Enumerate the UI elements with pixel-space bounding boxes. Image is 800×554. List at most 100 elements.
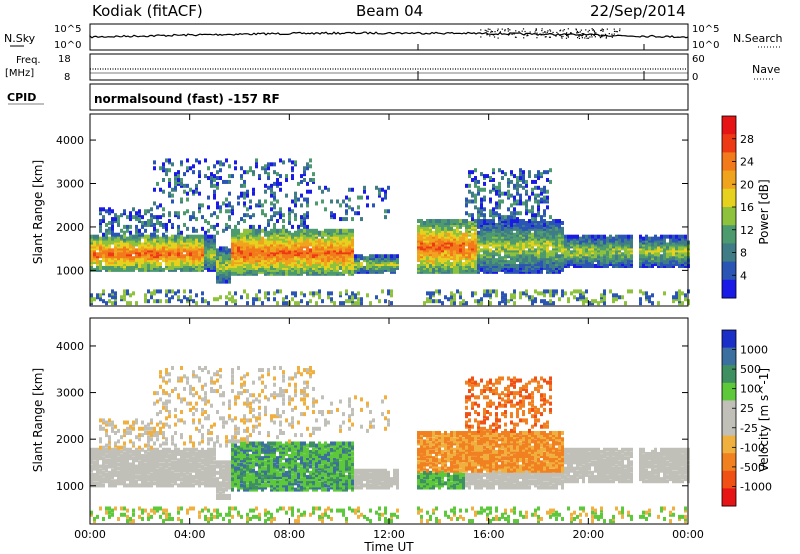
range-cell: [240, 242, 243, 247]
range-cell: [99, 418, 102, 423]
range-cell: [108, 422, 111, 427]
range-cell: [612, 297, 615, 302]
range-cell: [159, 299, 162, 304]
range-cell: [282, 297, 285, 302]
range-cell: [159, 215, 162, 220]
range-cell: [231, 228, 234, 233]
range-cell: [291, 258, 294, 263]
range-cell: [261, 267, 264, 272]
range-cell: [558, 262, 561, 267]
range-cell: [99, 479, 102, 484]
range-cell: [153, 299, 156, 304]
range-cell: [513, 226, 516, 231]
range-cell: [132, 466, 135, 471]
range-cell: [126, 430, 129, 435]
range-cell: [297, 181, 300, 186]
range-cell: [531, 295, 534, 300]
range-cell: [270, 215, 273, 220]
nave-tick-bottom: 0: [692, 72, 698, 83]
range-cell: [474, 193, 477, 198]
range-cell: [528, 295, 531, 300]
nsearch-point: [508, 34, 510, 36]
range-cell: [354, 269, 357, 274]
range-cell: [684, 297, 687, 302]
range-cell: [330, 228, 333, 233]
range-cell: [363, 185, 366, 190]
range-cell: [384, 193, 387, 198]
range-cell: [129, 217, 132, 222]
range-cell: [501, 176, 504, 181]
range-cell: [111, 248, 114, 253]
range-cell: [219, 168, 222, 173]
colorbar-segment: [722, 170, 736, 190]
range-cell: [123, 460, 126, 465]
nsearch-point: [522, 28, 525, 30]
range-cell: [153, 201, 156, 206]
range-cell: [366, 195, 369, 200]
range-cell: [384, 209, 387, 214]
range-cell: [159, 289, 162, 294]
range-cell: [252, 170, 255, 175]
range-cell: [456, 246, 459, 251]
range-cell: [651, 236, 654, 241]
range-cell: [243, 246, 246, 251]
range-cell: [534, 174, 537, 179]
range-cell: [510, 215, 513, 220]
range-cell: [543, 195, 546, 200]
y-tick-label: 4000: [56, 134, 84, 147]
range-cell: [594, 299, 597, 304]
range-cell: [264, 199, 267, 204]
range-cell: [102, 420, 105, 425]
range-cell: [99, 454, 102, 459]
range-cell: [537, 170, 540, 175]
range-cell: [138, 462, 141, 467]
range-cell: [378, 254, 381, 259]
range-cell: [246, 301, 249, 306]
range-cell: [135, 420, 138, 425]
range-cell: [324, 207, 327, 212]
range-cell: [522, 174, 525, 179]
range-cell: [492, 289, 495, 294]
range-cell: [261, 252, 264, 257]
range-cell: [117, 428, 120, 433]
range-cell: [537, 185, 540, 190]
range-cell: [678, 234, 681, 239]
range-cell: [180, 160, 183, 165]
y-tick-label: 1000: [56, 264, 84, 277]
range-cell: [471, 254, 474, 259]
range-cell: [108, 230, 111, 235]
range-cell: [210, 260, 213, 265]
range-cell: [216, 260, 219, 265]
range-cell: [162, 258, 165, 263]
range-cell: [594, 234, 597, 239]
range-cell: [300, 236, 303, 241]
range-cell: [663, 238, 666, 243]
range-cell: [471, 191, 474, 196]
range-cell: [609, 234, 612, 239]
nsearch-point: [540, 34, 542, 36]
range-cell: [108, 435, 111, 440]
range-cell: [138, 460, 141, 465]
range-cell: [111, 460, 114, 465]
range-cell: [108, 481, 111, 486]
range-cell: [156, 254, 159, 259]
range-cell: [90, 510, 93, 515]
range-cell: [471, 291, 474, 296]
range-cell: [585, 234, 588, 239]
range-cell: [450, 252, 453, 257]
range-cell: [459, 291, 462, 296]
range-cell: [381, 187, 384, 192]
noise-panel: N.Sky 10^5 10^0 10^5 10^0 N.Search: [4, 23, 783, 51]
range-cell: [303, 240, 306, 245]
cpid-label: CPID: [7, 91, 36, 104]
range-cell: [102, 445, 105, 450]
nsearch-point: [579, 34, 581, 36]
range-cell: [471, 240, 474, 245]
nsearch-point: [536, 32, 538, 34]
range-cell: [159, 262, 162, 267]
range-cell: [324, 238, 327, 243]
range-cell: [117, 449, 120, 454]
range-cell: [231, 254, 234, 259]
range-cell: [648, 252, 651, 257]
nsearch-point: [562, 35, 564, 37]
